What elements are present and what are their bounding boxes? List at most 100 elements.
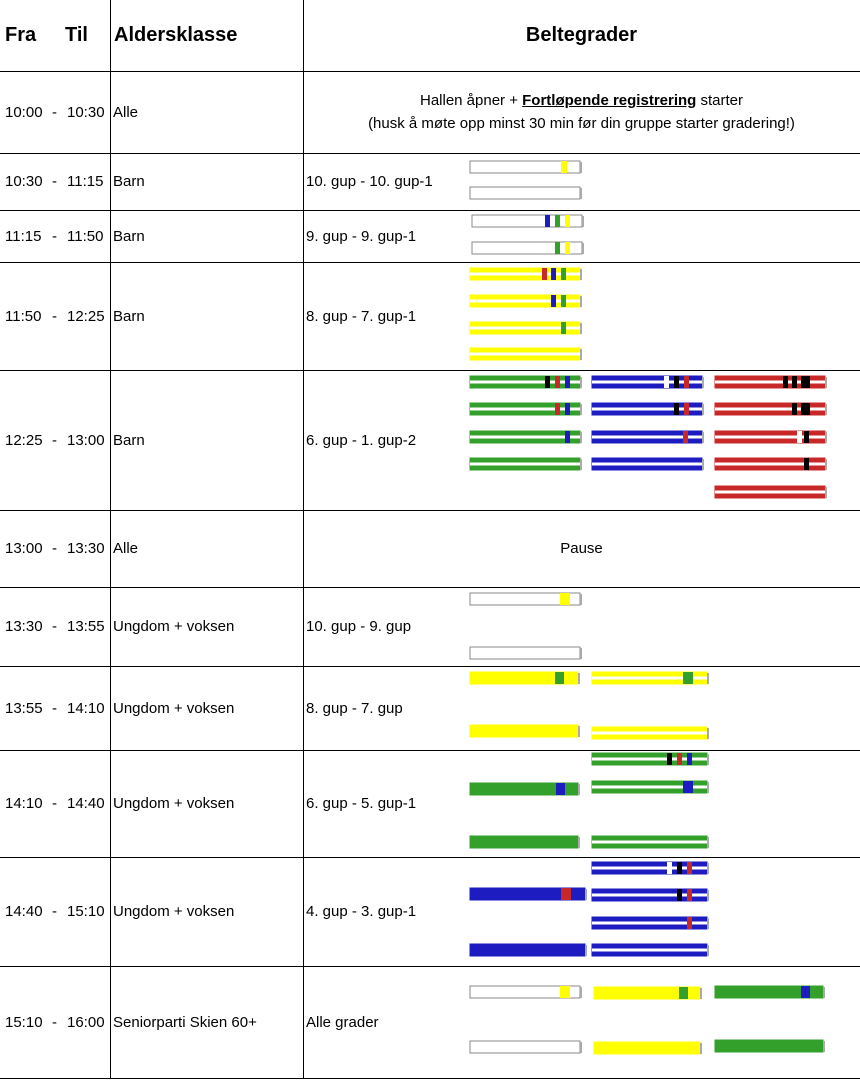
belt-part [470,299,580,303]
belt-part [825,404,827,415]
time-to: 14:40 [67,795,105,812]
belt-part [825,487,827,498]
belt-part [702,459,704,470]
notice: Pause [303,510,860,587]
time-from: 10:00 [5,103,43,121]
age-group: Ungdom + voksen [113,903,235,920]
row-line [0,370,860,371]
belt-part [592,462,702,466]
belt-part [592,757,707,761]
belt-part [707,782,709,793]
belt-part [470,407,580,411]
belt-part [677,753,682,765]
belt-part [561,322,566,334]
belt-part [792,403,797,415]
grades: 8. gup - 7. gup [306,699,403,717]
belt-part [469,835,579,849]
row-line [0,210,860,211]
belt-part [561,268,566,280]
time-separator: - [52,307,57,325]
belt-part [674,403,679,415]
time-separator: - [52,795,57,812]
belt-part [592,731,707,735]
column-line [303,0,304,1078]
belt-part [592,948,707,952]
age-group: Barn [113,173,145,190]
belt-part [801,376,810,388]
belt-part [560,593,570,605]
belt-part [674,376,679,388]
belt-part [687,917,692,929]
belt-part [801,986,810,998]
belt-part [585,945,587,956]
belt-part [823,1041,825,1052]
row-line [0,666,860,667]
time-from: 14:10 [5,795,43,812]
belt-part [580,1042,582,1053]
age-group: Seniorparti Skien 60+ [113,1013,257,1031]
time-separator: - [52,173,57,190]
belt-part [683,672,693,684]
belt-part [825,432,827,443]
belt-part [592,435,702,439]
age-group: Ungdom + voksen [113,618,235,635]
age-group: Barn [113,227,145,245]
age-group: Alle [113,103,139,121]
belt-part [556,783,565,795]
belt-part [700,988,702,999]
time-separator: - [52,540,57,557]
notice-line: (husk å møte opp minst 30 min før din gr… [368,115,795,132]
time-from: 12:25 [5,431,43,449]
belt-part [714,1039,824,1053]
belt-part [707,890,709,901]
time-to: 15:10 [67,903,105,920]
time-to: 14:10 [67,699,105,717]
belt-part [707,673,709,684]
belt-part [702,377,704,388]
belt-part [545,215,550,227]
row-line [0,966,860,967]
time-separator: - [52,903,57,920]
time-to: 13:00 [67,431,105,449]
grades: 4. gup - 3. gup-1 [306,903,417,920]
belt-part [683,781,693,793]
belt-part [470,272,580,276]
belt-part [565,242,570,254]
belt-part [707,918,709,929]
time-separator: - [52,431,57,449]
age-group: Ungdom + voksen [113,795,235,812]
belt-part [578,784,580,795]
belt-part [715,490,825,494]
belt-part [707,945,709,956]
belt-part [592,893,707,897]
time-separator: - [52,699,57,717]
belt-part [684,376,689,388]
belt-part [555,215,560,227]
time-from: 13:00 [5,540,43,557]
belt-part [715,435,825,439]
belt-part [561,295,566,307]
belt-part [580,459,582,470]
belt-part [565,431,570,443]
belt-part [578,726,580,737]
notice: Hallen åpner + Fortløpende registrering … [303,71,860,153]
header-from: Fra [5,24,37,46]
belt-part [580,188,582,199]
header-to: Til [65,24,88,46]
belt-part [580,987,582,998]
belt-part [470,435,580,439]
grades: 8. gup - 7. gup-1 [306,307,417,325]
belt-part [469,186,581,200]
time-separator: - [52,1013,57,1031]
belt-part [783,376,788,388]
time-to: 13:55 [67,618,105,635]
time-separator: - [52,103,57,121]
belt-part [469,1040,581,1054]
belt-part [585,889,587,900]
belt-part [470,380,580,384]
belt-part [582,216,584,227]
belt-part [560,986,570,998]
belt-part [707,754,709,765]
age-group: Barn [113,431,145,449]
